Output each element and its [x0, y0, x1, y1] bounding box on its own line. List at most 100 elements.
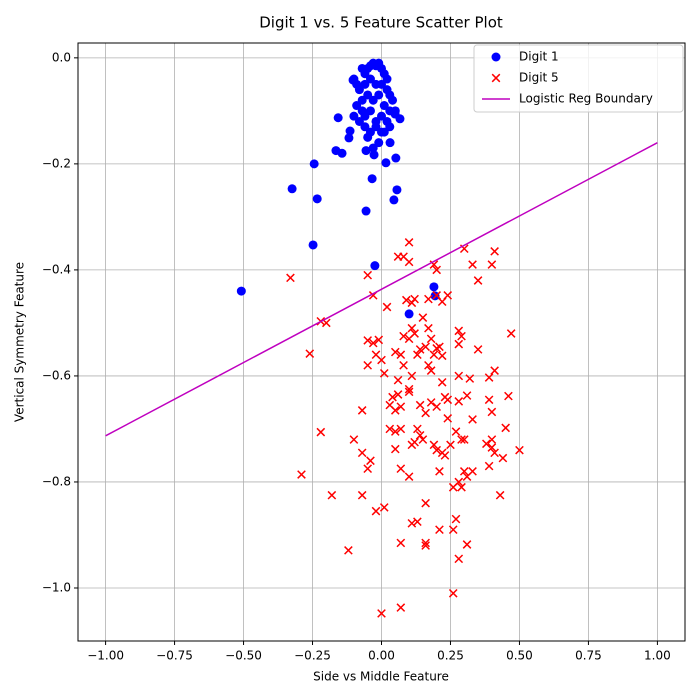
- point: [396, 350, 406, 360]
- point: [393, 390, 403, 399]
- point: [404, 472, 414, 481]
- x-tick-label: 1.00: [644, 649, 671, 663]
- point: [432, 265, 442, 275]
- point: [415, 345, 425, 354]
- legend-label: Digit 1: [519, 50, 559, 64]
- point: [468, 260, 477, 269]
- point: [490, 366, 499, 375]
- point: [415, 430, 425, 440]
- point: [368, 143, 378, 153]
- x-tick-label: 0.75: [575, 649, 602, 663]
- legend-marker: [491, 52, 501, 62]
- boundary-line: [105, 142, 658, 437]
- point: [379, 503, 389, 512]
- point: [421, 498, 430, 508]
- point: [379, 368, 389, 378]
- point: [308, 240, 318, 250]
- point: [435, 342, 444, 352]
- legend-marker: [491, 73, 501, 83]
- x-axis-label: Side vs Middle Feature: [313, 670, 449, 684]
- point: [312, 194, 322, 204]
- y-tick-label: −0.8: [42, 474, 71, 488]
- point: [484, 461, 494, 471]
- point: [402, 295, 411, 305]
- point: [451, 514, 461, 524]
- point: [360, 122, 370, 132]
- point: [443, 414, 453, 423]
- point: [236, 286, 246, 296]
- point: [374, 335, 384, 345]
- point: [418, 435, 428, 444]
- point: [390, 347, 400, 357]
- point: [435, 525, 444, 535]
- point: [451, 427, 461, 436]
- chart-title: Digit 1 vs. 5 Feature Scatter Plot: [259, 14, 503, 32]
- point: [487, 407, 497, 417]
- y-axis-label: Vertical Symmetry Feature: [13, 262, 27, 422]
- point: [429, 282, 439, 292]
- point: [426, 398, 436, 407]
- point: [487, 435, 497, 444]
- point: [410, 294, 419, 304]
- point: [498, 453, 508, 463]
- point: [363, 336, 373, 345]
- point: [333, 113, 343, 123]
- point: [430, 291, 440, 301]
- legend-box: [473, 44, 684, 113]
- y-tick-label: −0.6: [42, 368, 71, 382]
- point: [404, 334, 414, 344]
- point: [385, 138, 395, 148]
- point: [396, 402, 406, 412]
- point: [361, 146, 371, 156]
- point: [357, 490, 367, 500]
- point: [363, 270, 373, 280]
- point: [424, 294, 433, 304]
- point: [357, 448, 367, 458]
- point: [366, 456, 375, 466]
- point: [331, 146, 341, 156]
- x-tick-label: 0.25: [437, 649, 464, 663]
- point: [484, 373, 494, 382]
- y-tick-label: −0.2: [42, 156, 71, 170]
- point: [392, 185, 402, 195]
- point: [490, 448, 499, 458]
- point: [363, 464, 373, 474]
- point: [396, 424, 406, 434]
- point: [393, 375, 403, 385]
- point: [413, 424, 422, 434]
- point: [404, 309, 414, 319]
- point: [482, 439, 491, 449]
- point: [501, 423, 510, 433]
- point: [495, 490, 505, 500]
- y-tick-label: −1.0: [42, 580, 71, 594]
- point: [504, 391, 513, 401]
- point: [413, 350, 422, 360]
- point: [473, 345, 483, 354]
- x-tick-label: 0.50: [506, 649, 533, 663]
- point: [515, 445, 524, 455]
- x-tick-label: −1.00: [87, 649, 124, 663]
- point: [404, 238, 414, 247]
- point: [432, 445, 442, 455]
- point: [446, 440, 455, 450]
- point: [390, 444, 400, 454]
- point: [454, 554, 464, 564]
- point: [361, 206, 371, 216]
- point: [454, 339, 464, 349]
- point: [363, 360, 373, 370]
- point: [371, 506, 381, 516]
- point: [448, 525, 458, 535]
- point: [440, 451, 450, 460]
- point: [487, 443, 497, 452]
- point: [399, 331, 408, 341]
- legend-label: Digit 5: [519, 71, 559, 85]
- point: [468, 415, 477, 424]
- point: [404, 387, 414, 397]
- point: [432, 291, 442, 300]
- point: [457, 435, 466, 444]
- x-tick-label: −0.75: [156, 649, 193, 663]
- point: [418, 313, 428, 322]
- point: [407, 518, 417, 528]
- point: [379, 127, 389, 137]
